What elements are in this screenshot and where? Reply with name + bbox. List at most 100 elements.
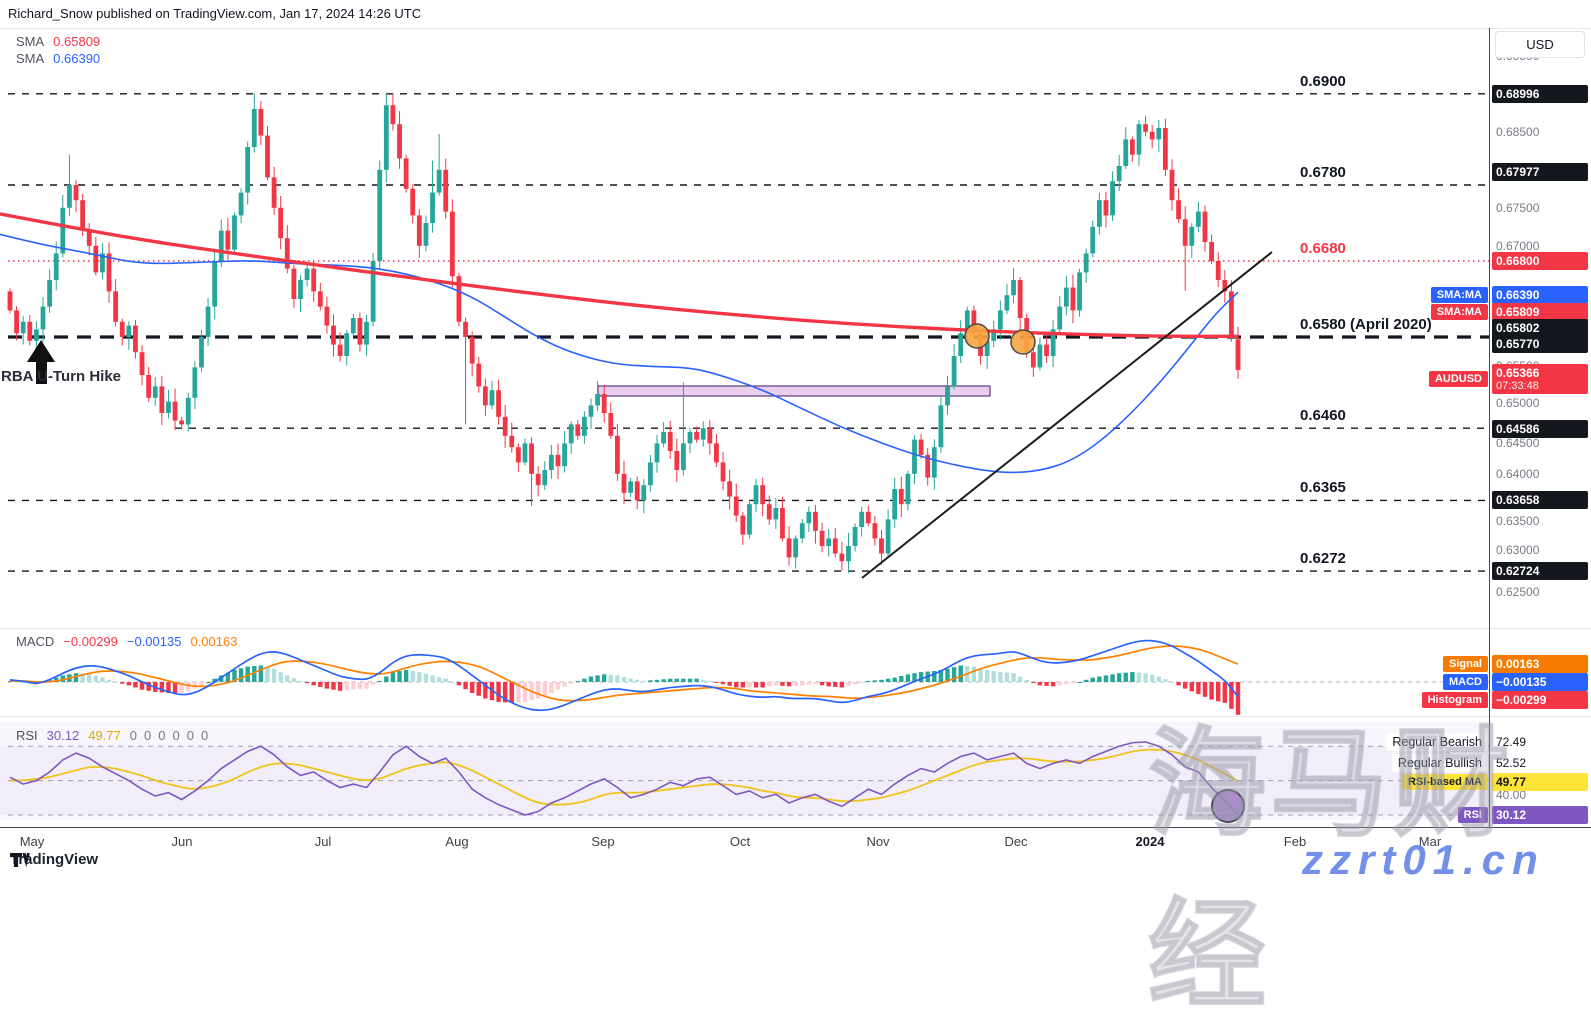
candle-body — [403, 158, 409, 189]
tradingview-footer[interactable]: TradingView — [10, 851, 98, 868]
macd-histogram-bar — [232, 669, 237, 682]
macd-histogram-bar — [899, 675, 904, 682]
price-scale-label: 0.65770 — [1492, 335, 1588, 353]
macd-histogram-bar — [430, 675, 435, 682]
macd-histogram-bar — [621, 677, 627, 682]
macd-histogram-bar — [21, 682, 26, 683]
axis-tag-rsi-based-ma: RSI-based MA — [1402, 774, 1488, 790]
candle-body — [251, 109, 257, 147]
sma-fast-legend-row[interactable]: SMA 0.65809 — [16, 33, 100, 49]
candle-body — [601, 394, 607, 413]
macd-histogram-bar — [595, 675, 600, 682]
candle-body — [515, 447, 521, 463]
macd-histogram-bar — [806, 682, 812, 685]
currency-button[interactable]: USD — [1495, 31, 1585, 58]
candle-body — [562, 443, 567, 467]
macd-histogram-bar — [938, 669, 944, 682]
pane-separator-rsi[interactable] — [0, 716, 1591, 717]
macd-histogram-bar — [1017, 676, 1023, 682]
candle-body — [205, 306, 211, 337]
macd-histogram-bar — [879, 679, 884, 682]
pane-separator-macd[interactable] — [0, 628, 1591, 629]
macd-histogram-bar — [186, 682, 191, 691]
candle-body — [152, 386, 158, 398]
macd-histogram-bar — [106, 679, 112, 682]
candle-body — [747, 504, 752, 535]
chart-canvas[interactable] — [0, 0, 1591, 891]
candle-body — [892, 489, 898, 520]
macd-histogram-bar — [819, 682, 825, 686]
candle-body — [60, 207, 66, 254]
price-level-label[interactable]: 0.6580 (April 2020) — [1300, 316, 1432, 333]
candle-body — [681, 443, 686, 470]
candle-body — [581, 416, 587, 436]
price-level-label[interactable]: 0.6780 — [1300, 164, 1346, 181]
tradingview-logo-icon — [10, 853, 30, 867]
macd-histogram-value: −0.00299 — [63, 633, 118, 649]
macd-histogram-bar — [661, 679, 666, 682]
candle-body — [1235, 339, 1241, 370]
candle-body — [245, 147, 251, 193]
candle-body — [1228, 291, 1234, 337]
price-level-label[interactable]: 0.6460 — [1300, 407, 1346, 425]
macd-histogram-bar — [1149, 674, 1155, 682]
candle-body — [951, 356, 957, 387]
candle-body — [377, 169, 383, 261]
candle-body — [667, 432, 673, 451]
macd-histogram-bar — [562, 682, 567, 687]
macd-histogram-bar — [971, 666, 977, 682]
macd-histogram-bar — [60, 675, 66, 682]
macd-histogram-bar — [608, 674, 613, 682]
candle-body — [106, 253, 112, 292]
price-scale-border — [1489, 28, 1490, 827]
candle-body — [476, 363, 482, 387]
candle-body — [614, 435, 620, 474]
candle-body — [364, 321, 369, 345]
sma-slow-legend-row[interactable]: SMA 0.66390 — [16, 50, 100, 66]
candle-body — [278, 207, 284, 239]
candle-body — [1103, 200, 1109, 216]
candle-body — [67, 185, 72, 208]
macd-histogram-bar — [833, 682, 838, 687]
candle-body — [456, 276, 462, 322]
macd-histogram-bar — [582, 678, 587, 682]
price-level-label[interactable]: 0.6365 — [1300, 479, 1346, 497]
macd-histogram-bar — [780, 682, 785, 686]
price-scale-label: 0.65366 07:33:48 — [1492, 364, 1588, 394]
macd-histogram-bar — [912, 673, 917, 682]
macd-histogram-bar — [304, 682, 310, 684]
candle-body — [390, 105, 396, 125]
candle-body — [1222, 280, 1228, 292]
macd-histogram-bar — [278, 672, 283, 682]
macd-legend[interactable]: MACD −0.00299 −0.00135 0.00163 — [16, 633, 237, 650]
macd-histogram-bar — [720, 682, 726, 685]
candle-body — [595, 394, 600, 406]
macd-histogram-bar — [918, 672, 924, 682]
macd-histogram-bar — [311, 682, 316, 686]
macd-histogram-bar — [978, 668, 983, 682]
macd-histogram-bar — [318, 682, 323, 687]
price-level-label[interactable]: 0.6680 — [1300, 240, 1346, 257]
price-scale-label: 0.64586 — [1492, 420, 1588, 438]
candle-body — [146, 375, 152, 398]
candle-body — [1143, 124, 1148, 132]
candle-body — [86, 230, 92, 246]
price-level-label[interactable]: 0.6900 — [1300, 72, 1346, 90]
time-axis-label-mar: Mar — [1418, 834, 1442, 849]
candle-body — [1070, 287, 1076, 311]
rba-annotation-text[interactable]: RBA U-Turn Hike — [1, 368, 121, 385]
macd-histogram-bar — [668, 678, 673, 682]
price-scale-label: 0.68500 — [1496, 125, 1540, 139]
candle-body — [1182, 219, 1188, 246]
macd-histogram-bar — [450, 682, 455, 683]
candle-body — [674, 451, 680, 470]
price-level-label[interactable]: 0.6272 — [1300, 550, 1346, 568]
macd-histogram-bar — [225, 672, 231, 682]
macd-histogram-bar — [423, 673, 429, 682]
macd-histogram-bar — [1057, 682, 1062, 686]
candle-body — [218, 230, 224, 261]
macd-histogram-bar — [443, 678, 448, 682]
candle-body — [113, 291, 119, 322]
macd-histogram-bar — [694, 678, 699, 682]
